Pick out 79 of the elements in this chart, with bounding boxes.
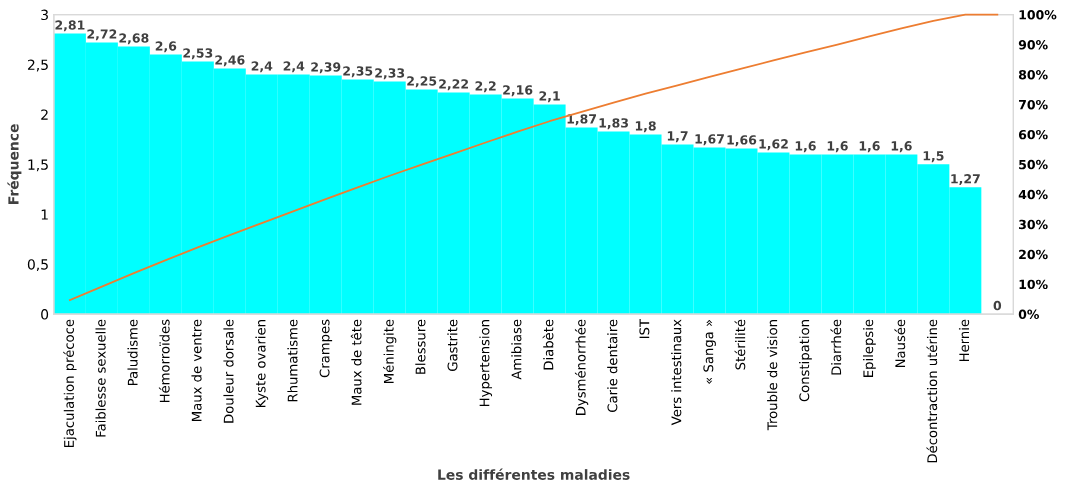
data-label: 2,81 <box>55 20 85 32</box>
y2-tick-label: 10% <box>1019 279 1048 290</box>
x-axis-title: Les différentes maladies <box>438 468 630 480</box>
y2-tick-label: 90% <box>1018 40 1048 50</box>
data-label: 2,33 <box>375 68 405 80</box>
data-label: 2,72 <box>87 29 117 41</box>
y2-tick-label: 30% <box>1019 219 1048 230</box>
x-tick-label: Vers intestinaux <box>671 319 682 426</box>
x-tick-label: Carie dentaire <box>607 319 618 412</box>
data-label: 2,2 <box>475 81 496 93</box>
data-label: 1,87 <box>567 114 597 126</box>
data-label: 1,6 <box>827 141 848 153</box>
data-label: 2,35 <box>343 66 373 78</box>
x-tick-label: Rhumatisme <box>287 319 298 402</box>
y2-tick-label: 80% <box>1018 69 1048 80</box>
y-tick-label: 2,5 <box>27 59 48 72</box>
x-tick-label: Trouble de vision <box>767 320 778 431</box>
data-label: 0 <box>993 300 1002 311</box>
data-label: 2,25 <box>407 76 437 88</box>
x-tick-label: Maux de tête <box>350 319 362 405</box>
y2-tick-label: 50% <box>1019 159 1048 170</box>
data-label: 1,62 <box>759 139 788 151</box>
data-label: 1,6 <box>891 141 912 153</box>
data-label: 2,6 <box>155 41 177 53</box>
x-tick-label: Hypertension <box>479 320 493 406</box>
x-tick-label: Paludisme <box>127 319 138 386</box>
data-label: 2,4 <box>283 61 305 73</box>
x-tick-label: Faiblesse sexuelle <box>95 319 106 437</box>
data-label: 1,7 <box>667 131 688 143</box>
x-tick-label: « Sanga » <box>703 319 716 384</box>
y-tick-label: 1,5 <box>28 159 48 172</box>
x-tick-label: Diabète <box>542 319 554 370</box>
x-tick-label: Douleur dorsale <box>223 319 234 423</box>
data-label: 1,27 <box>951 174 980 186</box>
x-tick-label: Gastrite <box>447 319 458 371</box>
data-label: 1,67 <box>695 134 724 146</box>
x-tick-label: Nausée <box>894 319 906 368</box>
y-tick-label: 1 <box>41 209 48 220</box>
x-tick-label: Crampes <box>319 319 333 378</box>
y2-tick-label: 70% <box>1019 99 1048 110</box>
data-label: 1,83 <box>599 118 628 130</box>
data-label: 2,39 <box>311 62 341 74</box>
data-label: 2,4 <box>251 61 273 73</box>
data-label: 2,22 <box>439 79 468 91</box>
data-label: 2,1 <box>539 91 560 103</box>
x-tick-label: Ejaculation précoce <box>63 319 77 447</box>
y-axis-title: Fréquence <box>7 124 22 204</box>
x-tick-label: Blessure <box>415 319 426 374</box>
y-tick-label: 2 <box>41 109 48 120</box>
y2-tick-label: 0% <box>1018 309 1040 320</box>
data-label: 2,68 <box>119 33 149 45</box>
x-tick-label: Epilepsie <box>863 319 876 377</box>
x-tick-label: Constipation <box>799 320 812 402</box>
x-tick-label: Diarrhée <box>830 319 842 375</box>
x-tick-label: Méningite <box>383 319 397 383</box>
data-label: 1,5 <box>923 151 944 163</box>
data-label: 1,66 <box>727 135 757 147</box>
x-tick-label: Maux de ventre <box>191 319 202 421</box>
y2-tick-label: 40% <box>1018 189 1048 200</box>
data-label: 1,8 <box>635 121 656 133</box>
x-tick-label: Amibiase <box>511 319 522 380</box>
x-tick-label: Dysménorrhée <box>574 319 589 415</box>
x-tick-label: Stérilité <box>734 319 746 370</box>
x-tick-label: Décontraction utérine <box>926 319 938 463</box>
x-tick-label: Kyste ovarien <box>255 320 269 408</box>
y2-tick-label: 100% <box>1019 10 1057 20</box>
y2-tick-label: 60% <box>1018 129 1048 140</box>
x-tick-label: IST <box>639 318 650 339</box>
x-tick-label: Hémorroïdes <box>158 319 170 403</box>
x-tick-label: Hernie <box>958 319 970 362</box>
data-label: 2,46 <box>215 55 245 67</box>
y2-tick-label: 20% <box>1019 249 1048 260</box>
y-tick-label: 3 <box>41 9 48 21</box>
data-label: 1,6 <box>795 141 816 153</box>
data-label: 2,16 <box>503 85 533 97</box>
data-label: 2,53 <box>183 48 213 60</box>
y-tick-label: 0,5 <box>27 259 48 272</box>
y-tick-label: 0 <box>41 309 49 320</box>
data-label: 1,6 <box>859 141 880 153</box>
